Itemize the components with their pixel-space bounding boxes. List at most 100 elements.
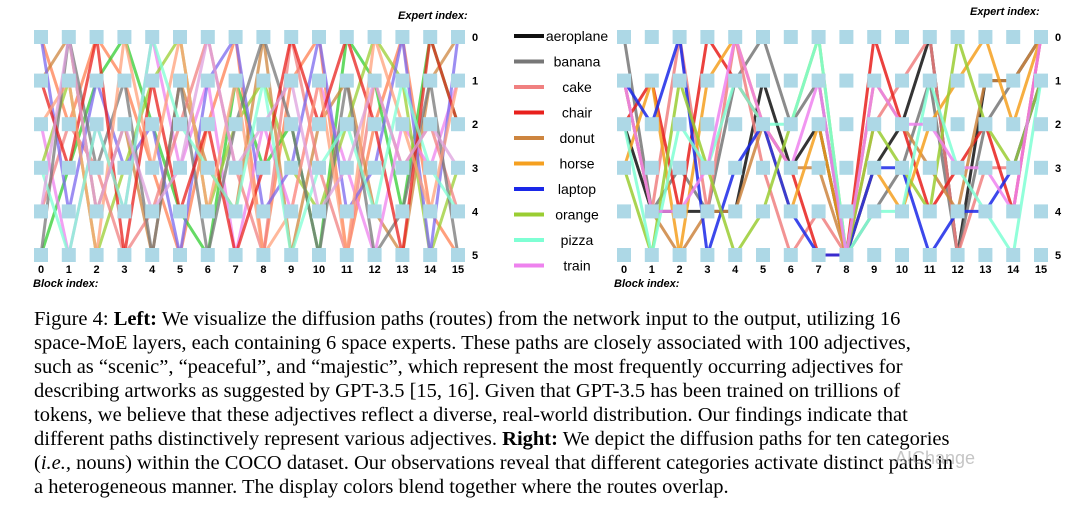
left-expert-tick: 4: [472, 206, 479, 218]
right-path-segment-train: [678, 166, 709, 213]
left-expert-node: [89, 117, 104, 132]
right-path-segment-train: [789, 79, 821, 170]
right-expert-node: [1034, 248, 1048, 262]
right-expert-node: [895, 117, 909, 132]
left-expert-node: [145, 204, 160, 219]
left-expert-tick: 5: [472, 250, 478, 262]
left-path-segment-path-1: [150, 166, 182, 257]
right-expert-node: [700, 30, 715, 44]
left-path-segment-path-10: [400, 122, 432, 213]
left-path-segment-path-11: [67, 122, 99, 257]
left-expert-node: [173, 117, 187, 132]
right-expert-node: [922, 160, 937, 175]
left-path-segment-path-9: [234, 166, 265, 257]
legend-label-horse: horse: [559, 156, 594, 172]
right-path-segment-pizza: [900, 79, 932, 213]
right-expert-node: [756, 160, 770, 175]
right-expert-node: [672, 248, 687, 262]
right-expert-node: [700, 160, 715, 175]
right-path-segment-laptop: [650, 35, 682, 126]
left-path-segment-path-11: [400, 79, 432, 170]
left-expert-ticks: 0 1 2 3 4 5: [472, 32, 479, 262]
left-expert-tick: 0: [472, 32, 478, 44]
left-expert-node: [284, 248, 299, 262]
right-expert-node: [978, 30, 993, 44]
right-expert-node: [1006, 117, 1021, 132]
right-path-segment-orange: [956, 35, 987, 126]
left-expert-node: [284, 160, 299, 175]
left-block-axis-title: Block index:: [33, 278, 99, 290]
right-block-ticks: 0 1 2 3 4 5 6 7 8 9 10 11 12 13 14 15: [621, 264, 1047, 276]
left-block-tick: 4: [149, 264, 156, 276]
left-expert-node: [34, 30, 48, 44]
left-expert-node: [367, 248, 382, 262]
left-expert-node: [395, 204, 410, 219]
left-path-segment-path-10: [150, 35, 182, 170]
right-path-segment-horse: [983, 35, 1015, 126]
left-expert-tick: 1: [472, 76, 478, 88]
legend-label-laptop: laptop: [558, 181, 596, 197]
caption-text: We visualize the diffusion paths (routes…: [156, 308, 901, 330]
right-expert-node: [672, 160, 687, 175]
right-expert-node: [839, 204, 854, 219]
left-path-segment-path-11: [373, 79, 404, 213]
left-expert-node: [256, 73, 271, 88]
right-expert-node: [756, 248, 770, 262]
right-expert-tick: 5: [1055, 250, 1061, 262]
right-path-segment-banana: [761, 35, 793, 126]
right-path-segment-orange: [705, 166, 737, 257]
left-path-segment-path-11: [150, 35, 182, 126]
left-block-tick: 0: [38, 264, 44, 276]
left-path-segment-path-7: [67, 79, 99, 213]
left-expert-node: [395, 73, 410, 88]
left-expert-node: [423, 73, 438, 88]
right-expert-node: [922, 117, 937, 132]
left-expert-nodes: [34, 30, 465, 262]
caption-text: (: [34, 452, 41, 474]
left-path-segment-path-9: [373, 122, 404, 257]
left-path-segment-path-1: [289, 35, 321, 83]
right-path-segment-pizza: [956, 166, 987, 213]
right-path-segment-horse: [622, 79, 654, 170]
right-path-segment-aeroplane: [622, 122, 654, 213]
right-expert-node: [950, 204, 965, 219]
left-path-segment-path-11: [289, 166, 321, 257]
legend-label-train: train: [563, 258, 590, 274]
left-expert-node: [339, 204, 354, 219]
right-expert-node: [644, 160, 659, 175]
left-expert-node: [367, 117, 382, 132]
right-expert-tick: 3: [1055, 163, 1061, 175]
left-expert-node: [395, 248, 410, 262]
right-path-segment-orange: [733, 209, 765, 257]
right-expert-node: [644, 30, 659, 44]
left-expert-node: [61, 30, 76, 44]
left-path-segment-path-12: [178, 35, 210, 170]
left-block-tick: 7: [233, 264, 239, 276]
left-path-segment-path-8: [289, 122, 321, 257]
left-block-tick: 8: [260, 264, 266, 276]
left-expert-node: [200, 248, 215, 262]
left-expert-node: [228, 248, 243, 262]
right-path-segment-train: [928, 122, 960, 170]
right-expert-node: [895, 30, 909, 44]
right-path-segment-train: [761, 122, 793, 170]
legend-label-chair: chair: [562, 105, 593, 121]
left-path-segment-path-10: [122, 35, 154, 170]
left-path-segment-path-5: [428, 166, 460, 257]
right-path-segment-pizza: [650, 122, 682, 257]
right-path-segment-laptop: [928, 209, 960, 257]
left-expert-node: [200, 30, 215, 44]
right-path-segment-laptop: [789, 209, 821, 257]
right-expert-node: [811, 73, 826, 88]
caption-line-8: a heterogeneous manner. The display colo…: [34, 476, 729, 498]
right-block-tick: 3: [704, 264, 710, 276]
left-path-segment-path-10: [317, 79, 349, 257]
right-block-tick: 7: [816, 264, 822, 276]
watermark: AIChange: [895, 448, 976, 468]
right-block-tick: 12: [951, 264, 963, 276]
left-expert-node: [256, 204, 271, 219]
left-expert-node: [173, 204, 187, 219]
left-path-segment-path-8: [95, 79, 126, 170]
right-path-segment-chair: [789, 166, 821, 257]
